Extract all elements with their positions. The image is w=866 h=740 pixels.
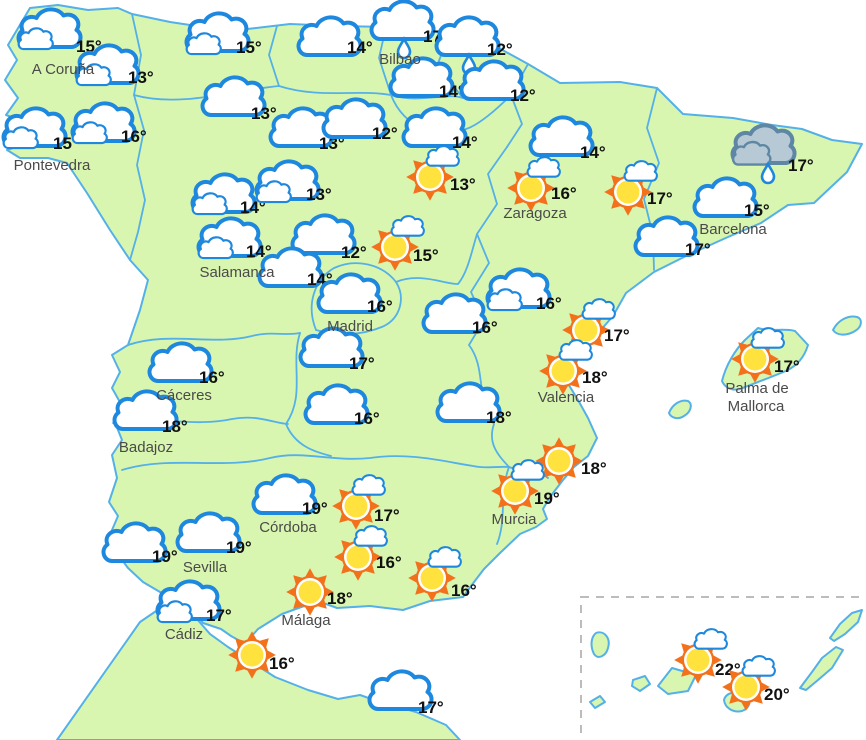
temperature-label: 17° — [788, 156, 814, 175]
temperature-label: 17° — [774, 357, 800, 376]
temperature-label: 19° — [152, 547, 178, 566]
temperature-label: 12° — [510, 86, 536, 105]
city-label: Murcia — [491, 511, 537, 528]
temperature-label: 12° — [341, 243, 367, 262]
temperature-label: 14° — [580, 143, 606, 162]
city-label: Salamanca — [199, 264, 275, 281]
temperature-label: 16° — [121, 127, 147, 146]
temperature-label: 13° — [128, 68, 154, 87]
city-label: Palma de — [725, 380, 788, 397]
temperature-label: 18° — [162, 417, 188, 436]
city-label: Mallorca — [728, 398, 785, 415]
weather-layer: 15° 13° 15° 14° 17° 12° 15° 16° 13° 14° 12° 13° 12° 1… — [4, 1, 814, 717]
temperature-label: 15° — [413, 246, 439, 265]
temperature-label: 15° — [744, 201, 770, 220]
temperature-label: 12° — [487, 40, 513, 59]
temperature-label: 12° — [372, 124, 398, 143]
temperature-label: 13° — [450, 175, 476, 194]
temperature-label: 16° — [551, 184, 577, 203]
temperature-label: 16° — [376, 553, 402, 572]
temperature-label: 17° — [418, 698, 444, 717]
temperature-label: 15° — [236, 38, 262, 57]
city-label: Sevilla — [183, 559, 228, 576]
temperature-label: 17° — [349, 354, 375, 373]
temperature-label: 17° — [374, 506, 400, 525]
temperature-label: 17° — [206, 606, 232, 625]
city-label: Badajoz — [119, 439, 173, 456]
temperature-label: 13° — [306, 185, 332, 204]
city-label: Bilbao — [379, 51, 421, 68]
city-label: Madrid — [327, 318, 373, 335]
temperature-label: 16° — [536, 294, 562, 313]
temperature-label: 19° — [534, 489, 560, 508]
temperature-label: 19° — [302, 499, 328, 518]
city-label: Cáceres — [156, 387, 212, 404]
temperature-label: 14° — [439, 82, 465, 101]
city-label: Córdoba — [259, 519, 317, 536]
city-label: Barcelona — [699, 221, 767, 238]
city-label: Valencia — [538, 389, 595, 406]
temperature-label: 14° — [452, 133, 478, 152]
city-label: Cádiz — [165, 626, 203, 643]
city-labels-layer: A Coruña Pontevedra Bilbao Salamanca Madrid Z… — [14, 51, 789, 643]
temperature-label: 18° — [327, 589, 353, 608]
temperature-label: 14° — [246, 242, 272, 261]
temperature-label: 18° — [486, 408, 512, 427]
canary-inset-box — [580, 596, 866, 740]
city-label: Málaga — [281, 612, 331, 629]
temperature-label: 17° — [685, 240, 711, 259]
temperature-label: 19° — [226, 538, 252, 557]
temperature-label: 18° — [582, 368, 608, 387]
temperature-label: 16° — [354, 409, 380, 428]
temperature-label: 16° — [199, 368, 225, 387]
temperature-label: 16° — [472, 318, 498, 337]
temperature-label: 13° — [251, 104, 277, 123]
city-label: A Coruña — [32, 61, 95, 78]
city-label: Pontevedra — [14, 157, 91, 174]
temperature-label: 16° — [451, 581, 477, 600]
temperature-label: 18° — [581, 459, 607, 478]
temperature-label: 17° — [647, 189, 673, 208]
temperature-label: 20° — [764, 685, 790, 704]
temperature-label: 17° — [604, 326, 630, 345]
temperature-label: 16° — [269, 654, 295, 673]
temperature-label: 16° — [367, 297, 393, 316]
city-label: Zaragoza — [503, 205, 567, 222]
temperature-label: 14° — [347, 38, 373, 57]
